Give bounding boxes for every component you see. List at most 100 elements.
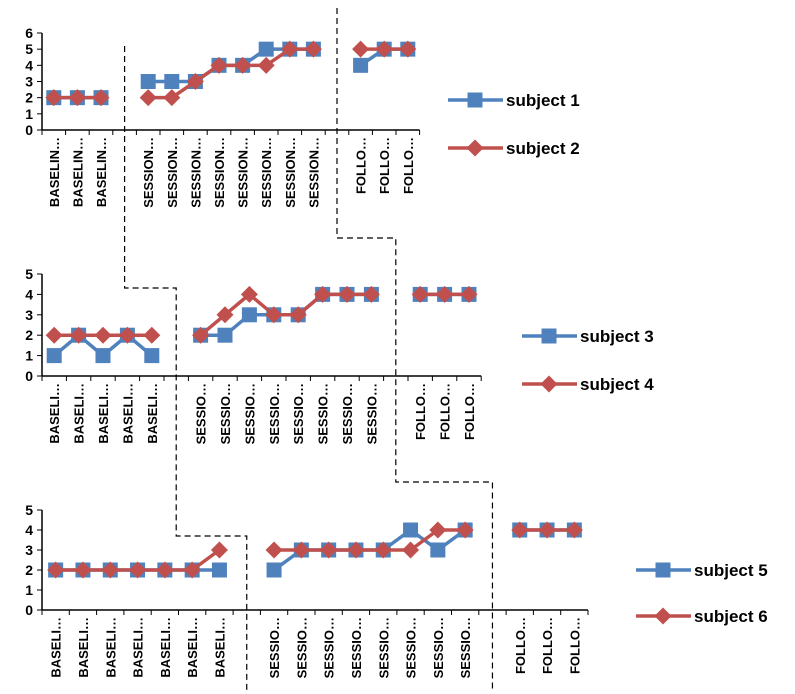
y-tick-label: 4 xyxy=(25,57,33,73)
legend-label: subject 5 xyxy=(694,561,768,580)
legend-marker-diamond xyxy=(654,607,672,625)
data-point-diamond xyxy=(538,521,556,539)
phase-change-lines xyxy=(123,8,494,690)
data-point-diamond xyxy=(402,541,420,559)
y-tick-label: 2 xyxy=(25,562,33,578)
y-tick-label: 5 xyxy=(25,502,33,518)
data-point-diamond xyxy=(210,541,228,559)
legends: subject 1 subject 2 subject 3 subject 4 subj… xyxy=(448,91,768,626)
data-point-diamond xyxy=(240,285,258,303)
x-category-label: BASELI… xyxy=(158,617,173,678)
data-point-diamond xyxy=(436,285,454,303)
data-point-square xyxy=(217,327,233,343)
data-point-diamond xyxy=(460,285,478,303)
y-tick-label: 2 xyxy=(25,327,33,343)
data-point-diamond xyxy=(374,541,392,559)
data-point-square xyxy=(140,74,156,89)
data-point-diamond xyxy=(68,89,86,107)
data-point-diamond xyxy=(118,326,136,344)
legend-marker-square xyxy=(467,92,483,108)
x-category-label: BASELI… xyxy=(131,617,146,678)
y-tick-label: 4 xyxy=(25,286,33,302)
x-category-label: BASELIN… xyxy=(94,137,109,207)
x-category-label: BASELI… xyxy=(103,617,118,678)
legend-item: subject 2 xyxy=(448,139,580,158)
x-category-label: SESSION… xyxy=(283,137,298,208)
series-subject-4 xyxy=(45,285,478,344)
legend-label: subject 1 xyxy=(506,91,580,110)
legend-item: subject 5 xyxy=(636,561,768,580)
data-point-diamond xyxy=(292,541,310,559)
x-category-label: SESSIO… xyxy=(267,617,282,678)
x-category-label: SESSIO… xyxy=(349,617,364,678)
data-point-square xyxy=(211,562,227,578)
data-point-diamond xyxy=(101,561,119,579)
legend-label: subject 2 xyxy=(506,139,580,158)
data-point-square xyxy=(353,57,369,73)
data-point-diamond xyxy=(192,326,210,344)
y-tick-label: 0 xyxy=(25,368,33,384)
y-tick-label: 1 xyxy=(25,348,33,364)
x-category-label: BASELI… xyxy=(96,383,111,444)
legend-marker-diamond xyxy=(540,375,558,393)
data-point-diamond xyxy=(183,561,201,579)
data-point-square xyxy=(46,348,62,364)
data-point-square xyxy=(430,542,446,558)
data-point-diamond xyxy=(314,285,332,303)
data-point-diamond xyxy=(186,73,204,90)
phase-change-line-followup xyxy=(336,8,494,690)
data-point-square xyxy=(266,562,282,578)
x-category-label: SESSIO… xyxy=(404,617,419,678)
x-category-label: FOLLO… xyxy=(401,137,416,194)
x-category-label: BASELIN… xyxy=(47,137,62,207)
data-point-diamond xyxy=(352,40,370,58)
x-category-label: BASELI… xyxy=(185,617,200,678)
data-point-diamond xyxy=(429,521,447,539)
data-point-diamond xyxy=(511,521,529,539)
data-point-square xyxy=(164,74,180,89)
y-tick-label: 0 xyxy=(25,122,33,138)
data-point-diamond xyxy=(156,561,174,579)
x-category-label: FOLLO… xyxy=(540,617,555,674)
legend-label: subject 6 xyxy=(694,607,768,626)
x-category-label: SESSIO… xyxy=(376,617,391,678)
y-tick-label: 1 xyxy=(25,106,33,122)
x-category-label: SESSIO… xyxy=(458,617,473,678)
data-point-diamond xyxy=(47,561,65,579)
data-point-square xyxy=(144,348,160,364)
data-point-diamond xyxy=(257,56,275,74)
chart-3: 0 1 2 3 4 5 BASELI… BASELI… BASELI… BASELI… BASELI… xyxy=(25,502,589,678)
data-point-diamond xyxy=(139,89,157,107)
x-category-label: SESSION… xyxy=(236,137,251,208)
data-point-diamond xyxy=(74,561,92,579)
data-point-diamond xyxy=(411,285,429,303)
x-category-label: SESSIO… xyxy=(364,383,379,444)
legend-marker-diamond xyxy=(466,139,484,157)
legend-label: subject 4 xyxy=(580,375,654,394)
data-point-diamond xyxy=(45,326,63,344)
data-point-diamond xyxy=(163,89,181,107)
y-tick-label: 3 xyxy=(25,74,33,90)
data-point-diamond xyxy=(338,285,356,303)
y-tick-label: 0 xyxy=(25,602,33,618)
x-category-label: SESSION… xyxy=(212,137,227,208)
y-tick-label: 2 xyxy=(25,90,33,106)
x-category-label: SESSIO… xyxy=(242,383,257,444)
x-category-label: SESSIO… xyxy=(267,383,282,444)
data-point-diamond xyxy=(143,326,161,344)
data-point-diamond xyxy=(456,521,474,539)
data-point-square xyxy=(258,41,274,57)
legend-label: subject 3 xyxy=(580,327,654,346)
y-tick-label: 5 xyxy=(25,41,33,57)
y-tick-label: 3 xyxy=(25,307,33,323)
legend-item: subject 4 xyxy=(522,375,654,394)
chart-2: 0 1 2 3 4 5 BASELI… BASELI… BASELI… BASELI… BASELI… xyxy=(25,266,482,444)
data-point-square xyxy=(95,348,111,364)
x-category-label: FOLLO… xyxy=(513,617,528,674)
legend-item: subject 3 xyxy=(522,327,654,346)
data-point-diamond xyxy=(281,40,299,58)
data-point-diamond xyxy=(375,40,393,58)
x-category-label: SESSION… xyxy=(141,137,156,208)
data-point-diamond xyxy=(565,521,583,539)
